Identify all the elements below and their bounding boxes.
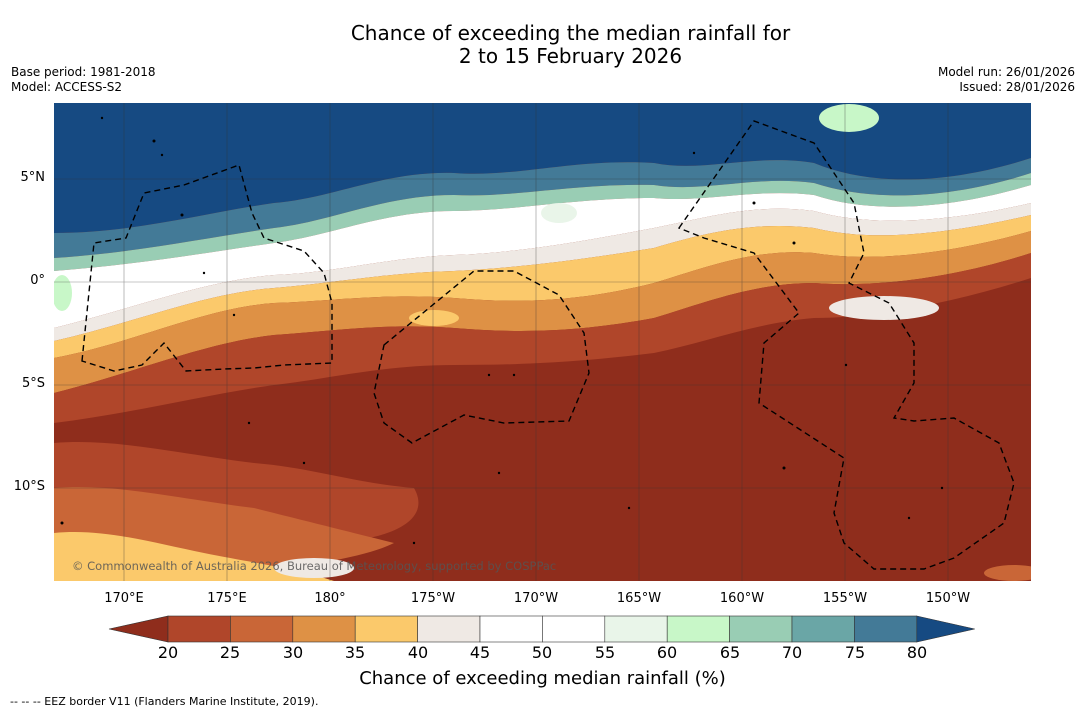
eez-borders [81, 120, 1015, 570]
lon-label-180: 180° [314, 591, 346, 606]
cb-tick-70: 70 [781, 643, 803, 662]
rainfall-map: © Commonwealth of Australia 2026, Bureau… [54, 103, 1031, 581]
colorbar-cell [604, 615, 668, 643]
eez-border-phoenix [373, 270, 590, 444]
lat-label-5n: 5°N [20, 170, 46, 185]
lon-label-170e: 170°E [104, 591, 144, 606]
colorbar [108, 615, 975, 643]
map-band-teal [54, 158, 1031, 258]
map-band-wet-north [54, 103, 1031, 233]
colorbar-cell [666, 615, 730, 643]
cb-tick-60: 60 [656, 643, 678, 662]
model-text: Model: ACCESS-S2 [11, 80, 123, 94]
map-patch-wet-small [541, 203, 577, 223]
cb-tick-45: 45 [469, 643, 491, 662]
title-line-1: Chance of exceeding the median rainfall … [350, 21, 791, 45]
title-line-2: 2 to 15 February 2026 [458, 44, 683, 68]
map-patch-south-pale [274, 558, 354, 578]
issued-text: Issued: 28/01/2026 [959, 80, 1075, 94]
cb-tick-80: 80 [906, 643, 928, 662]
cb-tick-40: 40 [407, 643, 429, 662]
cb-tick-65: 65 [719, 643, 741, 662]
colorbar-cell [167, 615, 231, 643]
colorbar-cell [417, 615, 481, 643]
base-period-text: Base period: 1981-2018 [11, 65, 156, 79]
lon-label-155w: 155°W [822, 591, 868, 606]
lon-label-160w: 160°W [719, 591, 765, 606]
cb-tick-35: 35 [344, 643, 366, 662]
model-run-text: Model run: 26/01/2026 [937, 65, 1075, 79]
colorbar-extend-low [108, 615, 169, 643]
lon-label-165w: 165°W [616, 591, 662, 606]
colorbar-extend-high [916, 615, 975, 643]
copyright-text: © Commonwealth of Australia 2026, Bureau… [72, 559, 556, 573]
eez-legend-text: -- -- -- EEZ border V11 (Flanders Marine… [10, 695, 319, 708]
map-band-light-green [54, 173, 1031, 271]
map-band-orange [54, 231, 1031, 393]
eez-border-kiribati-gilbert [81, 164, 333, 372]
meta-right: Model run: 26/01/2026 Issued: 28/01/2026 [938, 65, 1075, 95]
colorbar-cell [292, 615, 356, 643]
map-gridlines [54, 103, 1031, 581]
cb-tick-30: 30 [282, 643, 304, 662]
map-islands [60, 116, 944, 545]
colorbar-title: Chance of exceeding median rainfall (%) [359, 668, 726, 689]
eez-border-line-islands [677, 120, 1015, 570]
colorbar-cell [791, 615, 855, 643]
map-patch-yellow [409, 310, 459, 326]
colorbar-cell [729, 615, 793, 643]
lat-label-5s: 5°S [21, 376, 45, 391]
cb-tick-50: 50 [531, 643, 553, 662]
cb-tick-20: 20 [157, 643, 179, 662]
cb-tick-75: 75 [844, 643, 866, 662]
map-band-yellow [54, 215, 1031, 358]
map-patch-green-west [54, 275, 72, 311]
colorbar-cell [230, 615, 294, 643]
lon-label-170w: 170°W [513, 591, 559, 606]
map-band-rust [54, 253, 1031, 423]
lon-label-150w: 150°W [925, 591, 971, 606]
cb-tick-55: 55 [594, 643, 616, 662]
meta-left: Base period: 1981-2018 Model: ACCESS-S2 [11, 65, 156, 95]
colorbar-cell [542, 615, 606, 643]
colorbar-cell [354, 615, 418, 643]
cb-tick-25: 25 [219, 643, 241, 662]
lon-label-175e: 175°E [207, 591, 247, 606]
colorbar-cell [479, 615, 543, 643]
lat-label-0: 0° [30, 273, 45, 288]
map-patch-pale [829, 296, 939, 320]
map-patch-wet [819, 104, 879, 132]
colorbar-cell [854, 615, 918, 643]
lat-label-10s: 10°S [13, 479, 45, 494]
lon-label-175w: 175°W [410, 591, 456, 606]
map-patch-south-east [984, 565, 1031, 581]
